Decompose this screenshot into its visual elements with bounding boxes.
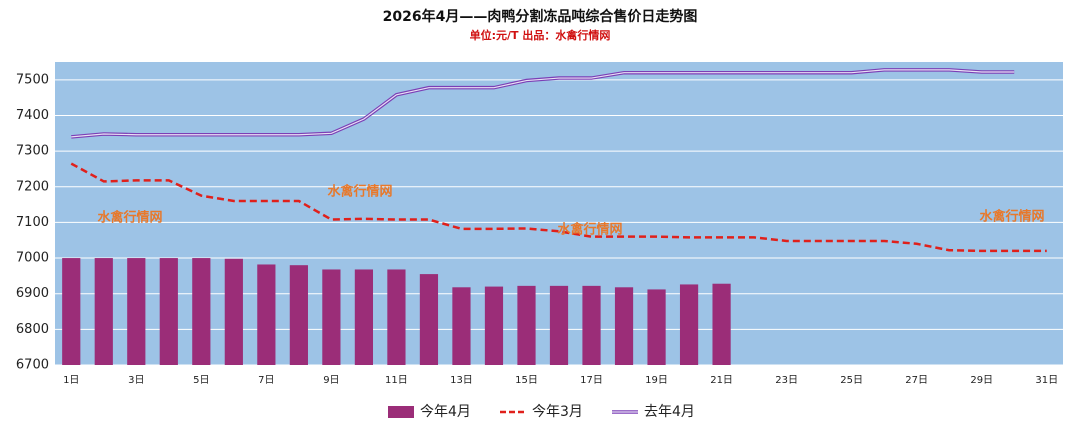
x-tick-label: 19日: [645, 375, 668, 386]
x-tick-label: 11日: [385, 375, 408, 386]
bar: [647, 289, 666, 365]
y-tick-label: 7300: [16, 144, 49, 159]
x-tick-label: 13日: [450, 375, 473, 386]
legend-label: 今年4月: [420, 404, 471, 420]
bar: [549, 285, 569, 365]
watermark: 水禽行情网: [327, 184, 392, 200]
bar: [452, 287, 471, 365]
bar: [127, 258, 146, 365]
x-tick-label: 3日: [128, 375, 144, 386]
bar: [387, 269, 406, 365]
y-tick-label: 6800: [16, 322, 49, 337]
x-tick-label: 21日: [710, 375, 733, 386]
y-tick-label: 7500: [16, 72, 49, 87]
x-tick-label: 5日: [193, 375, 209, 386]
bar: [582, 285, 601, 365]
bar: [192, 258, 211, 365]
x-tick-label: 25日: [840, 375, 863, 386]
x-tick-label: 9日: [323, 375, 339, 386]
legend-swatch: [388, 406, 414, 418]
chart-subtitle: 单位:元/T 出品：水禽行情网: [470, 28, 611, 42]
bar: [679, 284, 699, 365]
y-tick-label: 7000: [16, 251, 49, 266]
bar: [289, 265, 308, 365]
bar: [224, 258, 243, 365]
watermark: 水禽行情网: [97, 210, 162, 226]
x-tick-label: 27日: [905, 375, 928, 386]
bar: [517, 285, 536, 365]
x-tick-label: 29日: [970, 375, 993, 386]
y-tick-label: 7100: [16, 215, 49, 230]
bar: [62, 258, 81, 365]
bar: [159, 258, 178, 365]
bar: [322, 269, 341, 365]
x-tick-label: 7日: [258, 375, 274, 386]
watermark: 水禽行情网: [979, 209, 1044, 225]
x-tick-label: 23日: [775, 375, 798, 386]
bar: [94, 258, 113, 365]
chart-title: 2026年4月——肉鸭分割冻品吨综合售价日走势图: [383, 8, 698, 25]
bar: [712, 283, 731, 365]
x-tick-label: 1日: [63, 375, 79, 386]
bar: [614, 287, 634, 365]
legend-label: 今年3月: [532, 404, 583, 420]
legend-label: 去年4月: [644, 404, 695, 420]
line-series-inner: [71, 69, 1015, 138]
y-tick-label: 6700: [16, 358, 49, 373]
bar: [354, 269, 374, 365]
x-tick-label: 15日: [515, 375, 538, 386]
watermark: 水禽行情网: [557, 222, 622, 238]
line-series: [70, 162, 1047, 253]
bar: [257, 264, 276, 365]
x-tick-label: 17日: [580, 375, 603, 386]
x-tick-label: 31日: [1035, 375, 1058, 386]
bar: [484, 286, 504, 365]
y-tick-label: 7400: [16, 108, 49, 123]
y-tick-label: 7200: [16, 179, 49, 194]
y-tick-label: 6900: [16, 286, 49, 301]
bar: [419, 274, 439, 365]
